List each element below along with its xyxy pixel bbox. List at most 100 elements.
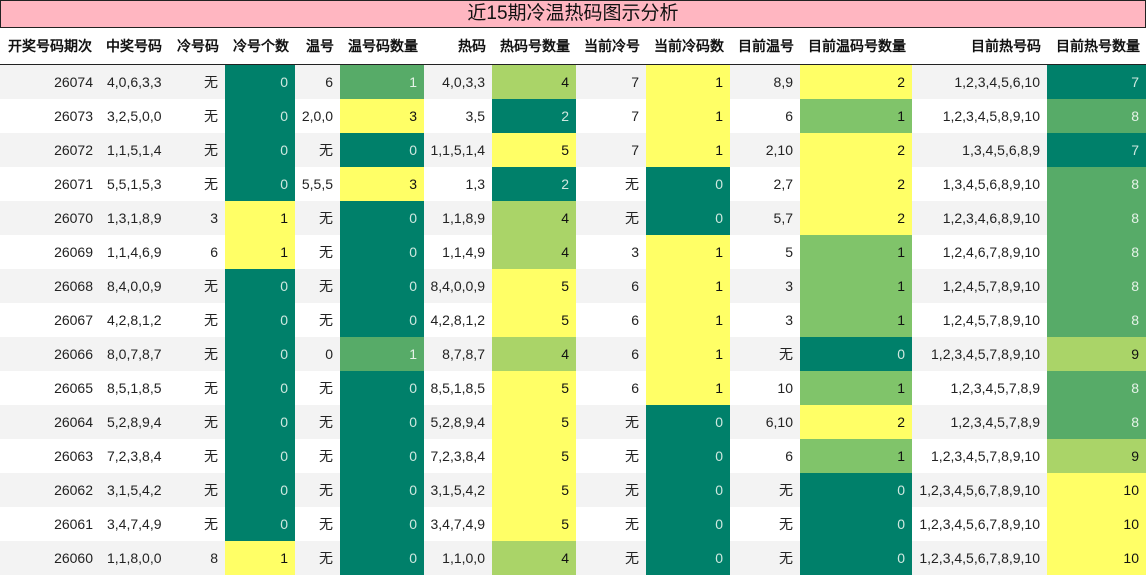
cold-count-cell[interactable]: 0: [225, 405, 295, 439]
cold-count-cell[interactable]: 1: [225, 201, 295, 235]
header-current-hot[interactable]: 目前热号码: [912, 28, 1047, 65]
warm-numbers-cell[interactable]: 无: [295, 507, 340, 541]
current-hot-cell[interactable]: 1,2,4,5,7,8,9,10: [912, 303, 1047, 337]
hot-numbers-cell[interactable]: 3,4,7,4,9: [424, 507, 492, 541]
cold-numbers-cell[interactable]: 无: [168, 269, 225, 303]
current-cold-count-cell[interactable]: 0: [646, 507, 730, 541]
hot-numbers-cell[interactable]: 4,0,3,3: [424, 64, 492, 99]
period-cell[interactable]: 26061: [0, 507, 100, 541]
period-cell[interactable]: 26068: [0, 269, 100, 303]
hot-numbers-cell[interactable]: 1,1,5,1,4: [424, 133, 492, 167]
warm-count-cell[interactable]: 3: [340, 99, 424, 133]
cold-count-cell[interactable]: 0: [225, 133, 295, 167]
hot-count-cell[interactable]: 5: [492, 473, 576, 507]
winning-numbers-cell[interactable]: 1,1,5,1,4: [100, 133, 168, 167]
current-warm-cell[interactable]: 无: [730, 473, 800, 507]
cold-numbers-cell[interactable]: 无: [168, 473, 225, 507]
current-warm-cell[interactable]: 6: [730, 99, 800, 133]
cold-numbers-cell[interactable]: 无: [168, 507, 225, 541]
current-cold-cell[interactable]: 无: [576, 439, 646, 473]
current-warm-count-cell[interactable]: 2: [800, 133, 912, 167]
hot-numbers-cell[interactable]: 3,5: [424, 99, 492, 133]
header-hot-numbers[interactable]: 热码: [424, 28, 492, 65]
current-hot-count-cell[interactable]: 8: [1047, 303, 1146, 337]
period-cell[interactable]: 26069: [0, 235, 100, 269]
current-cold-count-cell[interactable]: 1: [646, 133, 730, 167]
cold-numbers-cell[interactable]: 3: [168, 201, 225, 235]
current-cold-count-cell[interactable]: 1: [646, 99, 730, 133]
current-warm-count-cell[interactable]: 2: [800, 167, 912, 201]
current-warm-count-cell[interactable]: 1: [800, 269, 912, 303]
hot-count-cell[interactable]: 2: [492, 99, 576, 133]
warm-numbers-cell[interactable]: 无: [295, 371, 340, 405]
warm-count-cell[interactable]: 0: [340, 371, 424, 405]
hot-count-cell[interactable]: 4: [492, 201, 576, 235]
hot-count-cell[interactable]: 5: [492, 405, 576, 439]
current-hot-cell[interactable]: 1,2,3,4,5,6,10: [912, 64, 1047, 99]
current-warm-count-cell[interactable]: 0: [800, 507, 912, 541]
warm-numbers-cell[interactable]: 无: [295, 269, 340, 303]
current-warm-cell[interactable]: 10: [730, 371, 800, 405]
current-cold-count-cell[interactable]: 1: [646, 235, 730, 269]
hot-numbers-cell[interactable]: 7,2,3,8,4: [424, 439, 492, 473]
current-cold-cell[interactable]: 无: [576, 201, 646, 235]
hot-numbers-cell[interactable]: 3,1,5,4,2: [424, 473, 492, 507]
cold-numbers-cell[interactable]: 无: [168, 99, 225, 133]
current-warm-cell[interactable]: 6: [730, 439, 800, 473]
winning-numbers-cell[interactable]: 8,5,1,8,5: [100, 371, 168, 405]
current-hot-count-cell[interactable]: 8: [1047, 405, 1146, 439]
current-warm-count-cell[interactable]: 2: [800, 64, 912, 99]
hot-numbers-cell[interactable]: 1,1,4,9: [424, 235, 492, 269]
current-hot-cell[interactable]: 1,2,3,4,5,8,9,10: [912, 99, 1047, 133]
hot-count-cell[interactable]: 4: [492, 541, 576, 575]
warm-numbers-cell[interactable]: 无: [295, 405, 340, 439]
current-warm-cell[interactable]: 2,10: [730, 133, 800, 167]
current-cold-cell[interactable]: 6: [576, 269, 646, 303]
warm-count-cell[interactable]: 1: [340, 64, 424, 99]
hot-count-cell[interactable]: 5: [492, 439, 576, 473]
period-cell[interactable]: 26071: [0, 167, 100, 201]
winning-numbers-cell[interactable]: 1,1,4,6,9: [100, 235, 168, 269]
hot-numbers-cell[interactable]: 8,7,8,7: [424, 337, 492, 371]
current-warm-cell[interactable]: 3: [730, 303, 800, 337]
warm-count-cell[interactable]: 0: [340, 201, 424, 235]
current-cold-count-cell[interactable]: 1: [646, 64, 730, 99]
current-warm-cell[interactable]: 5,7: [730, 201, 800, 235]
current-hot-count-cell[interactable]: 10: [1047, 507, 1146, 541]
current-hot-count-cell[interactable]: 8: [1047, 99, 1146, 133]
warm-count-cell[interactable]: 0: [340, 439, 424, 473]
cold-count-cell[interactable]: 0: [225, 167, 295, 201]
period-cell[interactable]: 26073: [0, 99, 100, 133]
cold-numbers-cell[interactable]: 无: [168, 439, 225, 473]
current-warm-count-cell[interactable]: 2: [800, 201, 912, 235]
warm-numbers-cell[interactable]: 6: [295, 64, 340, 99]
warm-count-cell[interactable]: 3: [340, 167, 424, 201]
period-cell[interactable]: 26070: [0, 201, 100, 235]
current-cold-count-cell[interactable]: 1: [646, 337, 730, 371]
warm-count-cell[interactable]: 0: [340, 541, 424, 575]
current-cold-cell[interactable]: 无: [576, 167, 646, 201]
hot-numbers-cell[interactable]: 1,1,8,9: [424, 201, 492, 235]
cold-count-cell[interactable]: 0: [225, 99, 295, 133]
current-warm-count-cell[interactable]: 1: [800, 235, 912, 269]
hot-count-cell[interactable]: 5: [492, 269, 576, 303]
cold-numbers-cell[interactable]: 6: [168, 235, 225, 269]
current-hot-cell[interactable]: 1,2,3,4,6,8,9,10: [912, 201, 1047, 235]
period-cell[interactable]: 26074: [0, 64, 100, 99]
current-cold-count-cell[interactable]: 1: [646, 303, 730, 337]
warm-count-cell[interactable]: 0: [340, 303, 424, 337]
cold-numbers-cell[interactable]: 无: [168, 337, 225, 371]
cold-count-cell[interactable]: 0: [225, 473, 295, 507]
current-warm-cell[interactable]: 5: [730, 235, 800, 269]
current-cold-cell[interactable]: 6: [576, 337, 646, 371]
current-cold-cell[interactable]: 无: [576, 473, 646, 507]
cold-count-cell[interactable]: 1: [225, 235, 295, 269]
current-warm-count-cell[interactable]: 1: [800, 99, 912, 133]
cold-numbers-cell[interactable]: 8: [168, 541, 225, 575]
header-cold-numbers[interactable]: 冷号码: [168, 28, 225, 65]
current-hot-count-cell[interactable]: 10: [1047, 541, 1146, 575]
period-cell[interactable]: 26066: [0, 337, 100, 371]
current-cold-cell[interactable]: 无: [576, 541, 646, 575]
cold-count-cell[interactable]: 0: [225, 303, 295, 337]
warm-count-cell[interactable]: 0: [340, 507, 424, 541]
